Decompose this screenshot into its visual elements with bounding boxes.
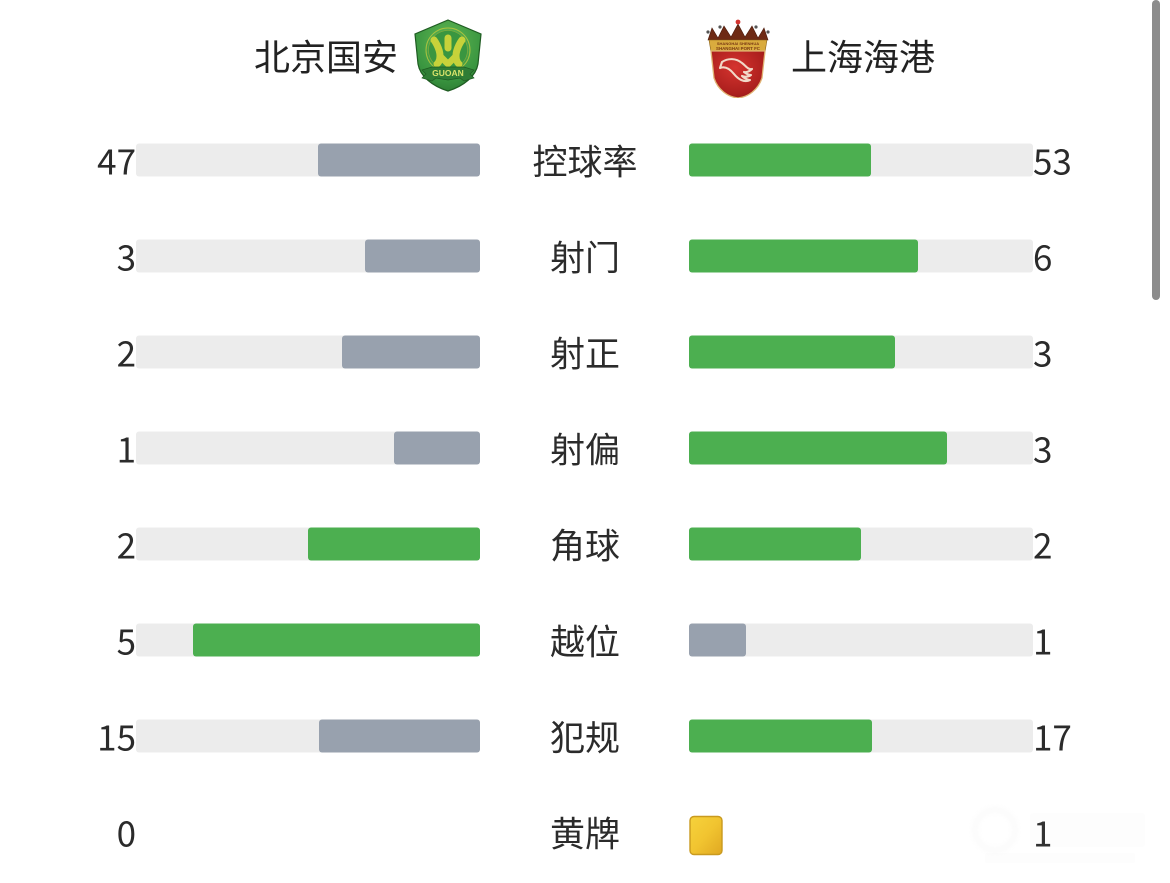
svg-text:SHANGHAI PORT FC: SHANGHAI PORT FC <box>716 46 761 51</box>
svg-text:GUOAN: GUOAN <box>432 68 464 78</box>
